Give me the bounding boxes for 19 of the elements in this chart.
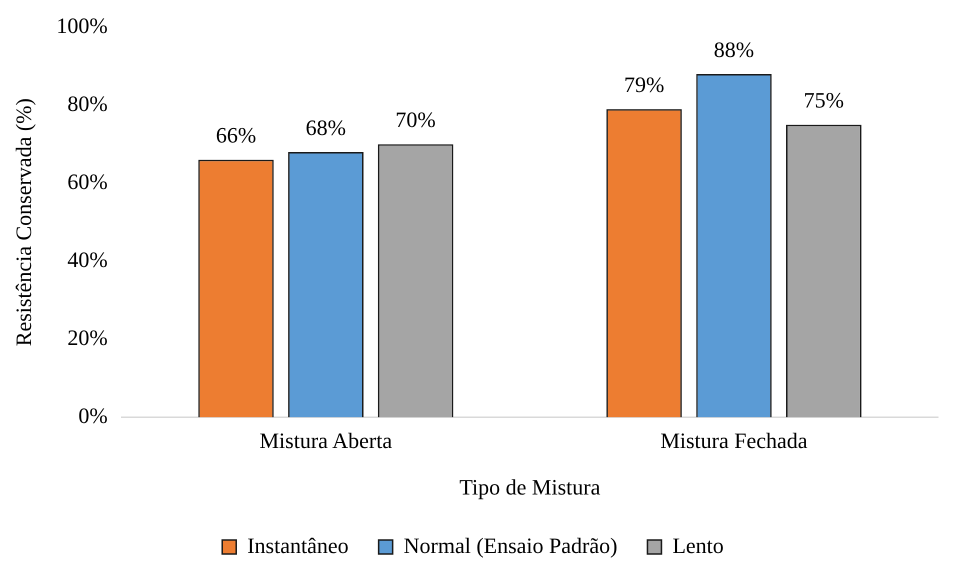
y-tick-label: 60% — [67, 168, 108, 194]
data-label: 88% — [714, 36, 754, 62]
y-tick-label: 0% — [78, 402, 108, 428]
y-tick-label: 80% — [67, 90, 108, 116]
data-label: 79% — [624, 72, 664, 97]
data-label: 66% — [216, 122, 256, 148]
x-tick-label: Mistura Aberta — [260, 428, 392, 454]
data-label: 75% — [804, 87, 844, 112]
x-axis-title: Tipo de Mistura — [459, 474, 601, 500]
x-tick-label: Mistura Fechada — [660, 428, 808, 454]
data-label: 70% — [395, 106, 436, 132]
y-tick-label: 100% — [56, 12, 108, 38]
y-tick-label: 40% — [67, 246, 108, 272]
data-label: 68% — [306, 114, 346, 140]
legend-label: Lento — [672, 532, 724, 558]
y-axis-title: Resistência Conservada (%) — [10, 98, 36, 346]
legend-label: Instantâneo — [247, 532, 349, 558]
y-tick-label: 20% — [67, 324, 108, 350]
legend-label: Normal (Ensaio Padrão) — [404, 532, 618, 558]
